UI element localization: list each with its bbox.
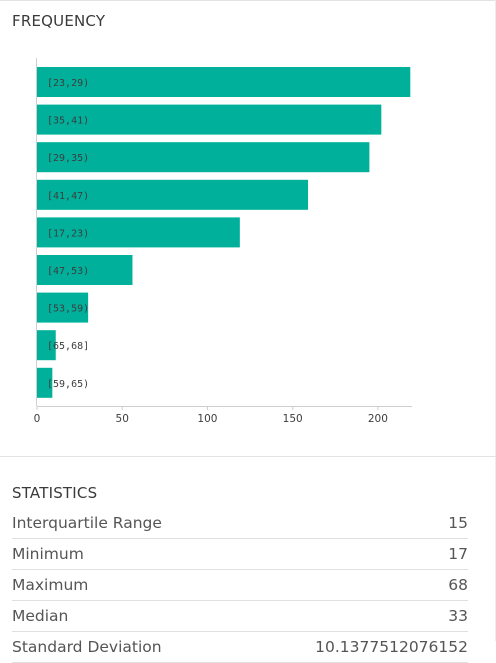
bar-category-label: [65,68] xyxy=(47,341,89,352)
bar-category-label: [29,35) xyxy=(47,153,89,164)
frequency-section-title: FREQUENCY xyxy=(12,12,106,30)
section-divider xyxy=(0,456,496,457)
stat-row-maximum: Maximum 68 xyxy=(12,570,468,601)
x-tick-label: 200 xyxy=(368,413,388,425)
histogram-bar xyxy=(37,104,382,135)
stat-label: Interquartile Range xyxy=(12,514,162,532)
bar-category-label: [23,29) xyxy=(47,78,89,89)
statistics-list: Interquartile Range 15 Minimum 17 Maximu… xyxy=(12,508,468,663)
x-tick-label: 50 xyxy=(116,413,129,425)
histogram-bar xyxy=(37,179,309,210)
histogram-bar xyxy=(37,292,89,323)
histogram-bar xyxy=(37,67,411,97)
bar-category-label: [41,47) xyxy=(47,191,89,202)
stat-value: 15 xyxy=(448,514,468,532)
stat-value: 68 xyxy=(448,576,468,594)
histogram-bar xyxy=(37,142,370,173)
stat-value: 33 xyxy=(448,607,468,625)
stat-label: Minimum xyxy=(12,545,84,563)
x-tick-label: 100 xyxy=(197,413,217,425)
stat-row-median: Median 33 xyxy=(12,601,468,632)
histogram-bar xyxy=(37,367,53,398)
bar-category-label: [47,53) xyxy=(47,266,89,277)
stat-row-minimum: Minimum 17 xyxy=(12,539,468,570)
bar-category-label: [53,59) xyxy=(47,304,89,315)
x-tick-label: 0 xyxy=(34,413,41,425)
histogram-bar xyxy=(37,255,133,285)
stat-label: Maximum xyxy=(12,576,89,594)
x-tick-label: 150 xyxy=(283,413,303,425)
histogram-bar xyxy=(37,330,56,361)
stat-label: Median xyxy=(12,607,69,625)
statistics-section-title: STATISTICS xyxy=(12,484,98,502)
bar-category-label: [35,41) xyxy=(47,116,89,127)
bar-category-label: [59,65) xyxy=(47,379,89,390)
stat-value: 17 xyxy=(448,545,468,563)
frequency-histogram: [23,29) [35,41) [29,35) [41,47) [17,23) [47,5… xyxy=(34,58,412,425)
stat-row-interquartile-range: Interquartile Range 15 xyxy=(12,508,468,539)
histogram-bar xyxy=(37,217,240,248)
top-border xyxy=(0,0,496,1)
bar-category-label: [17,23) xyxy=(47,228,89,239)
stat-row-standard-deviation: Standard Deviation 10.1377512076152 xyxy=(12,632,468,663)
